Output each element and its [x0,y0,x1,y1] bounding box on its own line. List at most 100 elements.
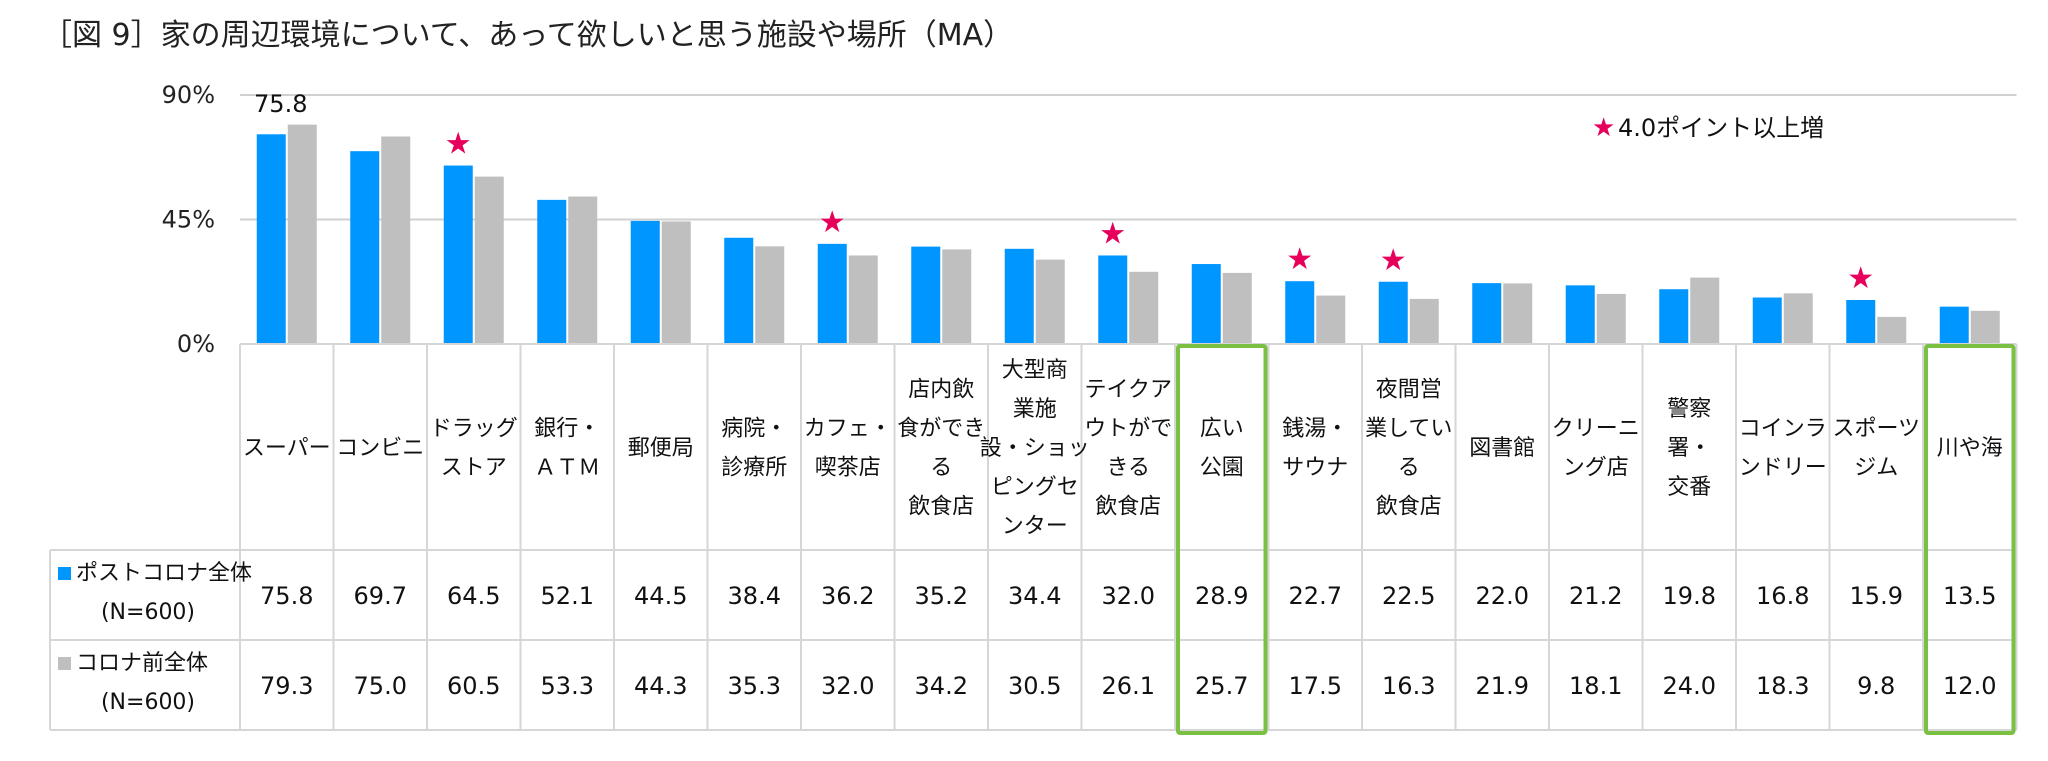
table-cell-value: 22.7 [1289,582,1342,610]
category-label: る [1398,456,1420,481]
table-cell-value: 52.1 [541,582,594,610]
category-label: 店内飲 [908,378,974,403]
category-label: ピングセ [991,475,1079,500]
category-label: 警察 [1667,397,1711,422]
bar-pre-corona [287,124,317,344]
category-label: ング店 [1563,456,1629,481]
category-label: 設・ショッ [980,436,1090,461]
table-cell-value: 26.1 [1102,672,1155,700]
bar-post-corona [911,246,941,344]
table-cell-value: 32.0 [821,672,874,700]
category-label: スーパー [243,436,331,461]
star-icon: ★ [445,127,472,162]
table-cell-value: 18.3 [1756,672,1809,700]
star-icon: ★ [1380,243,1407,278]
table-cell-value: 36.2 [821,582,874,610]
category-label: 図書館 [1469,436,1535,461]
category-label: 大型商 [1002,358,1068,383]
bar-post-corona [256,134,286,344]
table-cell-value: 44.3 [634,672,687,700]
category-label: コンビニ [336,436,424,461]
table-cell-value: 69.7 [354,582,407,610]
table-cell-value: 9.8 [1857,672,1895,700]
bar-post-corona [1285,281,1315,344]
category-label: ンドリー [1739,456,1827,481]
table-cell-value: 32.0 [1102,582,1155,610]
category-label: ウトがで [1084,417,1172,442]
bar-pre-corona [1690,277,1720,344]
category-label: 署・ [1667,436,1711,461]
table-cell-value: 34.2 [915,672,968,700]
star-markers: ★ ★ ★ ★ ★ ★ [445,127,1874,296]
legend-label: コロナ前全体 [76,651,208,676]
category-label: 飲食店 [908,495,974,520]
bar-post-corona [1752,297,1782,344]
highlight-boxes [1176,344,2016,735]
star-icon: ★ [819,205,846,240]
bar-pre-corona [1409,298,1439,344]
table-cell-value: 17.5 [1289,672,1342,700]
category-label: スポーツ [1832,417,1920,442]
table-cell-value: 21.2 [1569,582,1622,610]
bar-pre-corona [1129,271,1159,344]
table-cell-value: 35.2 [915,582,968,610]
bar-post-corona [1098,255,1128,344]
star-legend-icon: ★ [1592,113,1615,143]
bar-pre-corona [1222,272,1252,344]
top-value-annotation: 75.8 [254,90,307,118]
bar-post-corona [724,237,754,344]
star-icon: ★ [1847,261,1874,296]
bar-pre-corona [1596,293,1626,344]
bar-post-corona [443,165,473,344]
category-label: 交番 [1667,475,1711,500]
category-label: 川や海 [1937,436,2003,461]
bar-post-corona [1659,289,1689,344]
bar-pre-corona [661,221,691,344]
table-cell-value: 12.0 [1943,672,1996,700]
table-cell-value: 18.1 [1569,672,1622,700]
table-cell-value: 34.4 [1008,582,1061,610]
category-label: 業してい [1365,417,1452,442]
category-label: サウナ [1282,456,1348,481]
category-label: 飲食店 [1095,495,1161,520]
bar-pre-corona [942,249,972,344]
table-cell-value: 75.8 [260,582,313,610]
category-label: 郵便局 [628,436,694,461]
bar-post-corona [350,151,380,344]
table-cell-value: 64.5 [447,582,500,610]
table-cell-value: 24.0 [1663,672,1716,700]
table-cell-value: 16.8 [1756,582,1809,610]
star-legend: ★ 4.0ポイント以上増 [1592,113,1824,143]
bar-post-corona [1004,248,1034,344]
y-tick-label: 45% [162,206,215,234]
y-tick-label: 90% [162,81,215,109]
table-cell-value: 25.7 [1195,672,1248,700]
category-label: 喫茶店 [815,456,881,481]
highlight-box [1176,344,1268,735]
table-cell-value: 35.3 [728,672,781,700]
bars [256,124,2000,344]
bar-pre-corona [1316,295,1346,344]
table-cell-value: 28.9 [1195,582,1248,610]
category-label: 業施 [1013,397,1057,422]
table-cell-value: 22.0 [1476,582,1529,610]
table-cell-value: 53.3 [541,672,594,700]
table-cell-value: 15.9 [1850,582,1903,610]
bar-post-corona [1939,306,1969,344]
legend-swatch [58,657,71,670]
category-label: 診療所 [721,456,787,481]
bar-post-corona [537,199,567,344]
table-cell-value: 21.9 [1476,672,1529,700]
bar-post-corona [630,220,660,344]
category-label: 病院・ [721,417,787,442]
table-cell-value: 44.5 [634,582,687,610]
highlight-box [1924,344,2016,735]
bar-pre-corona [755,246,785,344]
category-label: ドラッグ [430,417,518,442]
bar-pre-corona [474,176,504,344]
table-cell-value: 30.5 [1008,672,1061,700]
category-label: 夜間営 [1376,378,1442,403]
y-axis-ticks: 90% 45% 0% [162,81,215,358]
